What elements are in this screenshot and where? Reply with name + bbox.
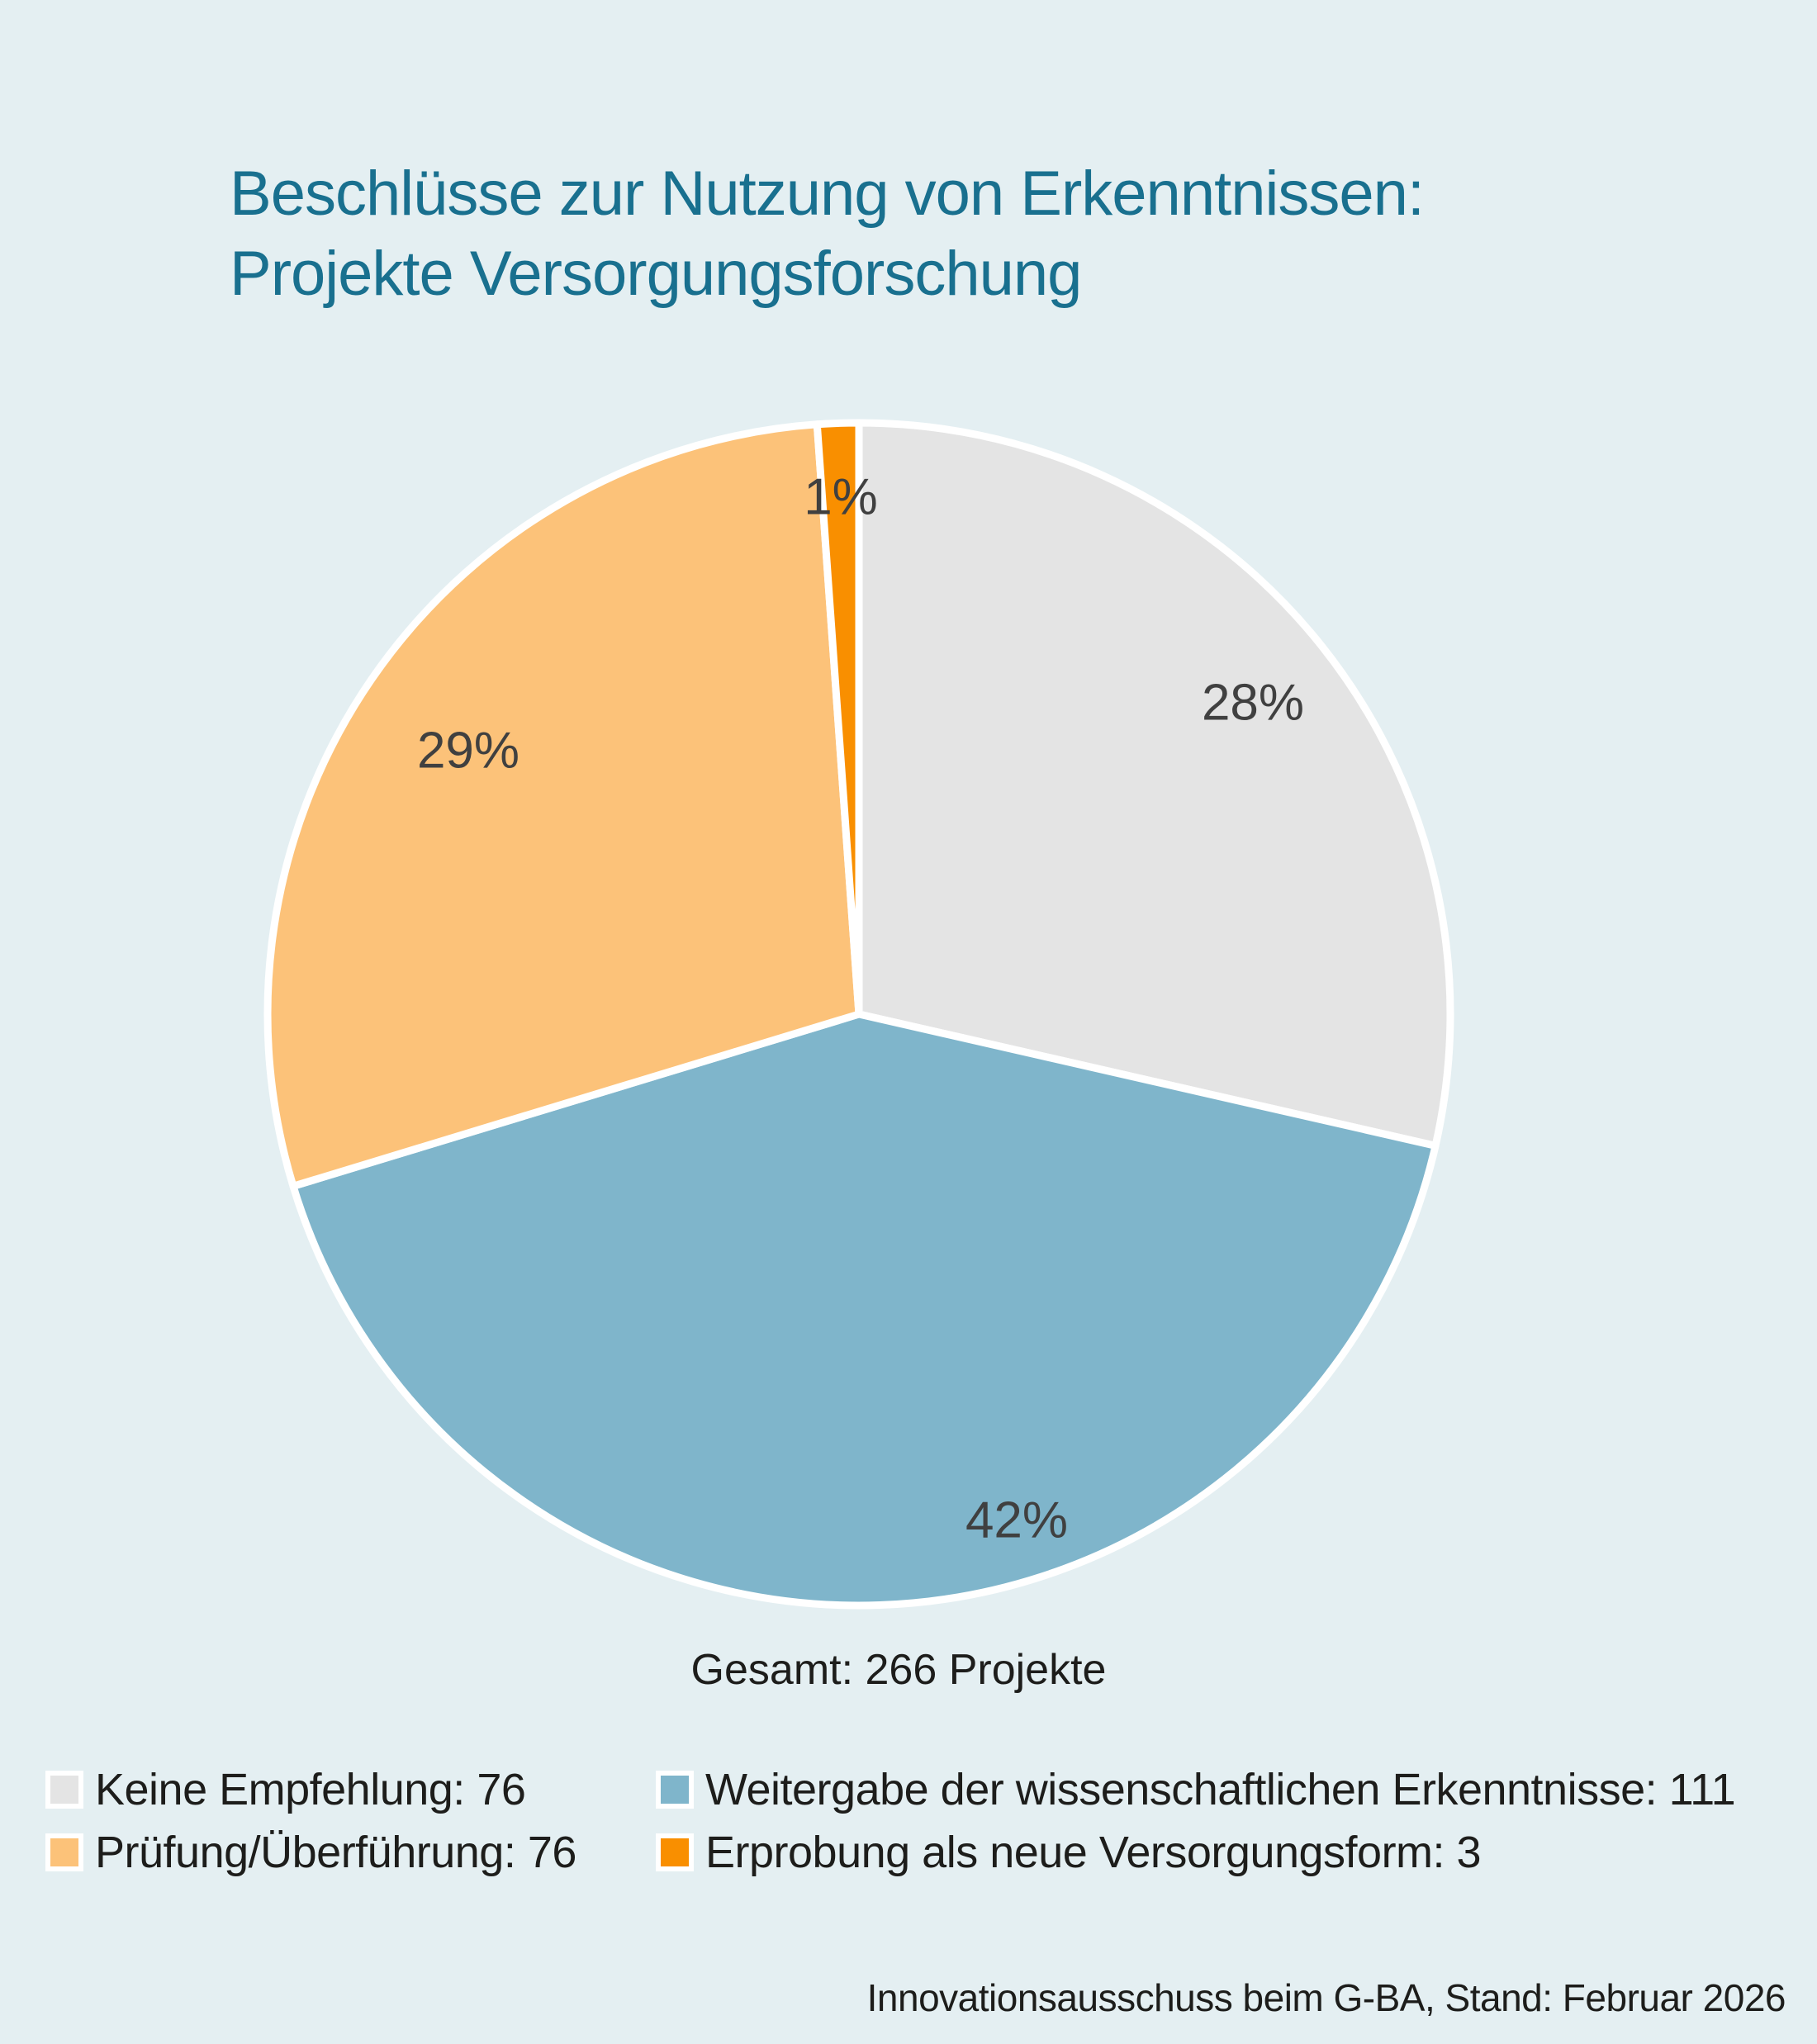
legend-label-erprobung: Erprobung als neue Versorgungsform: 3 (705, 1828, 1482, 1877)
pie-chart-area (256, 411, 1462, 1617)
pie-slice (855, 419, 1454, 1150)
pie-slice (813, 419, 863, 1018)
chart-title-line-1: Beschlüsse zur Nutzung von Erkenntnissen… (230, 159, 1425, 229)
legend-swatch-weitergabe (656, 1771, 694, 1809)
legend-label-keine-empfehlung: Keine Empfehlung: 76 (95, 1765, 526, 1814)
pie-slice (289, 1010, 1440, 1610)
pie-label-weitergabe: 42% (965, 1492, 1069, 1549)
legend-item-pruefung: Prüfung/Überführung: 76 (45, 1828, 656, 1877)
legend-label-pruefung: Prüfung/Überführung: 76 (95, 1828, 576, 1877)
source-note: Innovationsausschuss beim G-BA, Stand: F… (866, 1976, 1786, 2019)
pie-slice (263, 420, 863, 1190)
legend-swatch-keine-empfehlung (45, 1771, 83, 1809)
legend-item-erprobung: Erprobung als neue Versorgungsform: 3 (656, 1828, 1780, 1877)
total-label: Gesamt: 266 Projekte (690, 1646, 1107, 1694)
legend-label-weitergabe: Weitergabe der wissenschaftlichen Erkenn… (705, 1765, 1736, 1814)
legend-item-keine-empfehlung: Keine Empfehlung: 76 (45, 1765, 656, 1814)
legend: Keine Empfehlung: 76 Weitergabe der wiss… (45, 1765, 1780, 1877)
legend-item-weitergabe: Weitergabe der wissenschaftlichen Erkenn… (656, 1765, 1780, 1814)
legend-swatch-pruefung (45, 1833, 83, 1871)
legend-swatch-erprobung (656, 1833, 694, 1871)
pie-chart (263, 419, 1454, 1610)
pie-label-pruefung: 29% (416, 722, 520, 780)
pie-label-keine-empfehlung: 28% (1201, 674, 1305, 732)
chart-title-line-2: Projekte Versorgungsforschung (230, 239, 1082, 309)
chart-title: Beschlüsse zur Nutzung von Erkenntnissen… (230, 154, 1425, 314)
pie-label-erprobung: 1% (804, 468, 878, 526)
